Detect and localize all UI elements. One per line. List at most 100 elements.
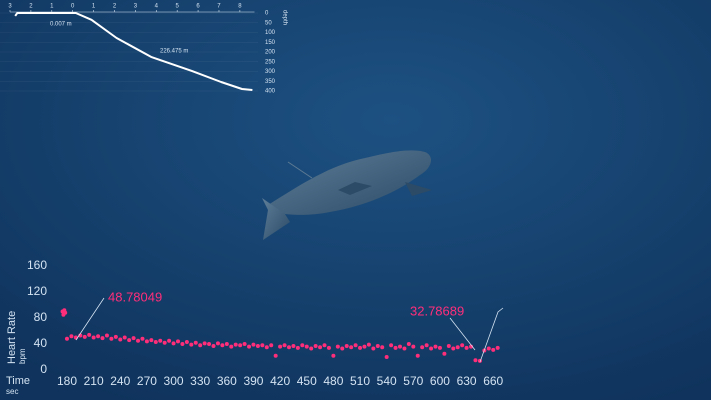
heart-rate-point [353, 343, 358, 348]
heart-rate-point [304, 344, 309, 349]
heart-rate-point [64, 336, 69, 341]
heart-rate-point [69, 334, 74, 339]
heart-rate-point [358, 345, 363, 350]
x-tick-label: 600 [430, 374, 450, 388]
y-tick-label: 250 [265, 59, 276, 65]
heart-rate-point [63, 310, 68, 315]
heart-rate-point [420, 345, 425, 350]
heart-rate-point [82, 334, 87, 339]
heart-rate-point [433, 344, 438, 349]
x-tick-label: 360 [217, 374, 237, 388]
heart-rate-point [171, 341, 176, 346]
heart-rate-chart: 0 40 80 120 160 180 210 240 270 300 330 360 390 420 45… [6, 258, 504, 396]
heart-rate-point [87, 332, 92, 337]
x-tick-label: 630 [457, 374, 477, 388]
x-tick-label: 2 [29, 4, 33, 10]
heart-rate-point [429, 346, 434, 351]
heart-rate-point [260, 343, 265, 348]
y-tick-label: 40 [34, 336, 48, 350]
heart-rate-point [96, 334, 101, 339]
y-axis-label: depth [281, 10, 287, 25]
depth-chart: 3 2 1 0 1 2 3 4 5 6 7 8 0 50 100 150 200 250 300 350 400 dept… [0, 4, 287, 95]
heart-rate-point [371, 346, 376, 351]
heart-rate-point [153, 340, 158, 345]
x-tick-label: 3 [8, 4, 12, 10]
heart-rate-point [264, 345, 269, 350]
x-tick-label: 4 [155, 4, 159, 10]
x-tick-label: 540 [377, 374, 397, 388]
heart-rate-point [384, 355, 389, 359]
x-tick-label: 7 [217, 4, 221, 10]
heart-rate-point [238, 343, 243, 348]
heart-rate-point [122, 335, 127, 340]
heart-rate-point [437, 345, 442, 350]
annotation-leader [479, 307, 504, 363]
x-tick-label: 570 [403, 374, 423, 388]
heart-rate-point [220, 343, 225, 348]
heart-rate-point [349, 345, 354, 350]
y-tick-label: 300 [265, 69, 276, 75]
heart-rate-point [251, 342, 256, 347]
heart-rate-point [229, 344, 234, 349]
heart-rate-point [455, 345, 460, 350]
heart-rate-point [127, 338, 132, 343]
heart-rate-point [202, 341, 207, 346]
heart-rate-point [397, 344, 402, 349]
heart-rate-point [322, 343, 327, 348]
x-axis-unit: sec [6, 387, 18, 396]
x-tick-label: 180 [57, 374, 77, 388]
heart-rate-point [184, 340, 189, 345]
x-tick-label: 3 [134, 4, 138, 10]
x-tick-label: 5 [176, 4, 180, 10]
y-tick-label: 100 [265, 30, 276, 36]
y-axis-unit: bpm [18, 348, 27, 364]
heart-rate-point [109, 336, 114, 341]
x-axis-label: Time [6, 375, 30, 387]
heart-rate-point [411, 344, 416, 349]
heart-rate-point [318, 345, 323, 350]
heart-rate-point [415, 353, 420, 358]
heart-rate-point [136, 338, 141, 343]
heart-rate-point [162, 340, 167, 345]
heart-rate-point [100, 336, 105, 341]
heart-rate-point [366, 342, 371, 347]
heart-rate-point [211, 343, 216, 348]
heart-rate-point [340, 346, 345, 351]
annotation: 32.78689 [410, 303, 464, 318]
annotation-leader [449, 317, 476, 351]
heart-rate-point [269, 343, 274, 348]
heart-rate-point [380, 345, 385, 350]
heart-rate-point [464, 345, 469, 350]
heart-rate-point [424, 343, 429, 348]
y-tick-label: 350 [265, 79, 276, 85]
x-tick-label: 510 [350, 374, 370, 388]
y-tick-label: 150 [265, 40, 276, 46]
y-tick-label: 0 [40, 362, 47, 376]
x-tick-label: 450 [297, 374, 317, 388]
x-tick-label: 300 [164, 374, 184, 388]
heart-rate-point [295, 345, 300, 350]
heart-rate-point [273, 353, 278, 358]
annotation-leader [75, 297, 105, 341]
x-tick-label: 240 [110, 374, 130, 388]
x-tick-label: 660 [483, 374, 503, 388]
heart-rate-point [446, 343, 451, 348]
heart-rate-point [389, 343, 394, 348]
y-tick-label: 200 [265, 50, 276, 56]
heart-rate-point [233, 342, 238, 347]
x-tick-label: 210 [84, 374, 104, 388]
heart-rate-point [326, 345, 331, 350]
x-tick-label: 270 [137, 374, 157, 388]
x-tick-label: 1 [92, 4, 96, 10]
heart-rate-point [375, 343, 380, 348]
x-tick-label: 390 [243, 374, 263, 388]
heart-rate-point [309, 346, 314, 351]
x-tick-label: 0 [71, 4, 75, 10]
heart-rate-point [198, 343, 203, 348]
heart-rate-point [113, 334, 118, 339]
y-tick-label: 120 [27, 284, 47, 298]
heart-rate-point [406, 342, 411, 346]
heart-rate-point [207, 342, 212, 346]
y-axis-label: Heart Rate [6, 311, 18, 364]
heart-rate-point [335, 344, 340, 349]
